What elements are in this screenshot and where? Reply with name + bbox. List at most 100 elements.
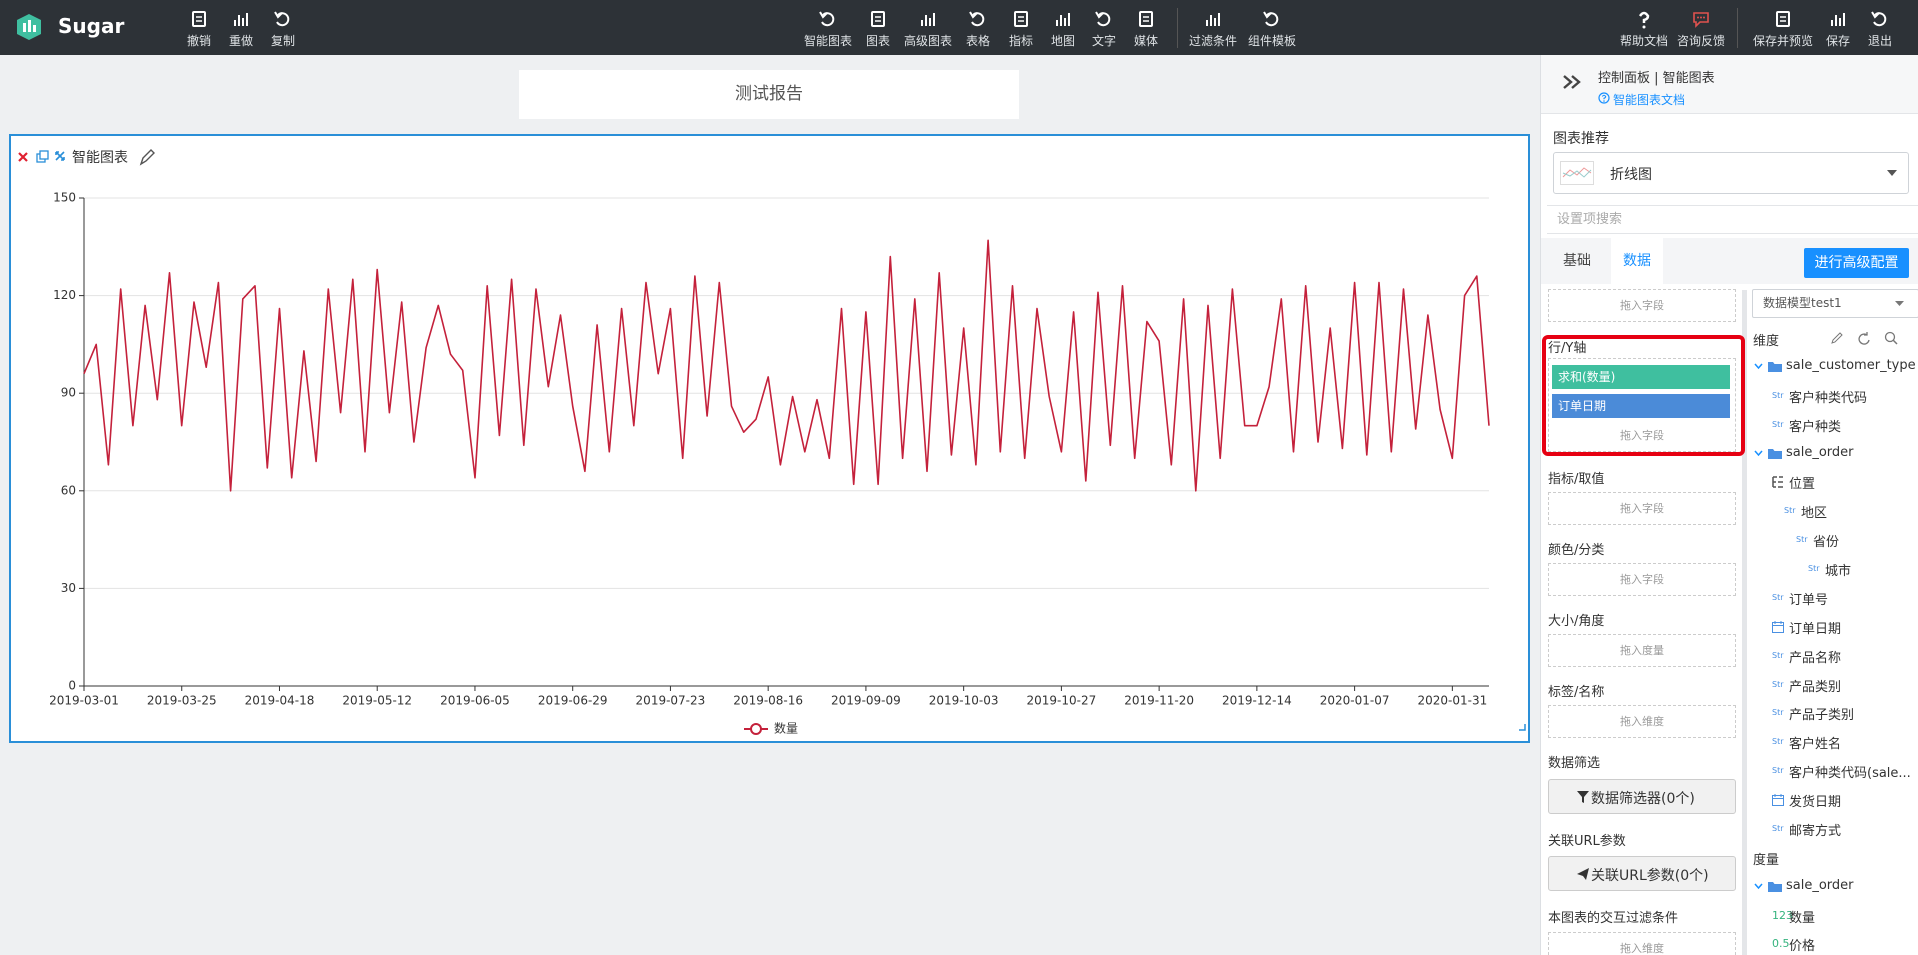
x-tick-label: 2019-11-20 [1124, 694, 1194, 708]
toolbar-label[interactable]: 复制 [270, 34, 295, 48]
tree-group[interactable]: sale_order [1786, 877, 1854, 893]
folder-icon [1768, 881, 1782, 892]
tree-field[interactable]: 订单日期 [1789, 621, 1842, 637]
toolbar-label[interactable]: 过滤条件 [1188, 34, 1237, 48]
tree-field[interactable]: 省份 [1813, 535, 1840, 551]
tree-field[interactable]: 产品子类别 [1789, 708, 1855, 724]
tree-field[interactable]: 客户种类代码(sale... [1789, 766, 1911, 782]
type-tag: 123 [1772, 908, 1793, 922]
search-input[interactable]: 设置项搜索 [1547, 205, 1918, 234]
tree-field[interactable]: 地区 [1801, 506, 1828, 522]
slot-label: 大小/角度 [1548, 614, 1605, 629]
toolbar-icon[interactable] [1203, 9, 1223, 29]
tree-field[interactable]: 价格 [1789, 939, 1816, 955]
tree-field[interactable]: 客户种类代码 [1789, 390, 1868, 406]
chart-widget[interactable]: 智能图表 0 30 60 90 120 150 2019-03-01 2019-03-25 20… [9, 134, 1530, 743]
tree-field[interactable]: 发货日期 [1789, 795, 1842, 811]
toolbar-label[interactable]: 智能图表 [803, 34, 852, 48]
toolbar-icon[interactable] [918, 9, 938, 29]
tab[interactable]: 基础 [1563, 253, 1591, 269]
series-line [83, 239, 1490, 492]
toolbar-icon[interactable] [1136, 9, 1156, 29]
tree-arrow[interactable] [1754, 363, 1763, 370]
toolbar-label[interactable]: 重做 [228, 34, 253, 48]
toolbar-icon[interactable] [1870, 9, 1890, 29]
toolbar-icon[interactable] [1011, 9, 1031, 29]
slot-label: 行/Y轴 [1548, 341, 1587, 356]
slot-label: 颜色/分类 [1548, 543, 1605, 558]
tree-group[interactable]: sale_customer_type [1786, 358, 1916, 373]
toolbar-icon[interactable] [1053, 9, 1073, 29]
logo-icon [17, 14, 41, 40]
toolbar-icon[interactable] [968, 9, 988, 29]
field-pill[interactable]: 求和(数量) [1552, 365, 1730, 389]
toolbar-icon[interactable] [818, 9, 838, 29]
toolbar-icon[interactable] [868, 9, 888, 29]
close-icon[interactable] [18, 152, 28, 162]
toolbar-label[interactable]: 保存 [1825, 34, 1850, 48]
resize-handle[interactable] [1519, 724, 1526, 731]
expand-icon[interactable] [55, 151, 65, 161]
chart-type-select[interactable]: 折线图 [1553, 152, 1909, 194]
report-title[interactable]: 测试报告 [519, 70, 1019, 119]
collapse-icon[interactable] [1561, 73, 1583, 91]
toolbar-icon[interactable] [1634, 9, 1654, 29]
toolbar-label[interactable]: 帮助文档 [1619, 34, 1668, 48]
doc-link[interactable]: 智能图表文档 [1613, 93, 1686, 107]
tree-field[interactable]: 数量 [1789, 910, 1816, 926]
edit-icon[interactable] [139, 149, 155, 166]
tree-field[interactable]: 产品名称 [1789, 650, 1842, 666]
tree-group[interactable]: sale_order [1786, 444, 1854, 460]
caret [1895, 301, 1904, 306]
toolbar-icon[interactable] [1094, 9, 1114, 29]
x-tick-label: 2019-06-05 [440, 694, 510, 708]
toolbar-label[interactable]: 退出 [1867, 34, 1892, 48]
x-tick-label: 2019-12-14 [1222, 694, 1292, 708]
toolbar-label[interactable]: 咨询反馈 [1676, 34, 1725, 48]
tree-field[interactable]: 产品类别 [1789, 679, 1842, 695]
drop-zone [1548, 358, 1736, 452]
tree-field[interactable]: 位置 [1789, 477, 1816, 493]
tree-field[interactable]: 客户姓名 [1789, 737, 1842, 753]
widget-title: 智能图表 [72, 150, 128, 166]
toolbar-icon[interactable] [1773, 9, 1793, 29]
tab[interactable]: 数据 [1611, 238, 1663, 284]
highlight-box [1542, 335, 1745, 456]
panel-button[interactable]: 数据筛选器(0个) [1548, 779, 1736, 814]
toolbar-label[interactable]: 保存并预览 [1752, 34, 1813, 48]
tree-field[interactable]: 邮寄方式 [1789, 823, 1842, 839]
toolbar-label[interactable]: 高级图表 [903, 34, 952, 48]
y-tick-label: 90 [61, 386, 76, 400]
toolbar-label[interactable]: 指标 [1008, 34, 1033, 48]
toolbar-icon[interactable] [273, 9, 293, 29]
x-tick-label: 2019-04-18 [245, 694, 315, 708]
drop-zone: 拖入维度 [1548, 705, 1736, 738]
folder-icon [1768, 448, 1782, 459]
drop-zone: 拖入字段 [1548, 492, 1736, 525]
toolbar-label[interactable]: 地图 [1050, 34, 1075, 48]
toolbar-label[interactable]: 图表 [865, 34, 890, 48]
toolbar-label[interactable]: 媒体 [1133, 34, 1158, 48]
legend-label: 数量 [774, 721, 798, 736]
toolbar-label[interactable]: 文字 [1091, 34, 1116, 48]
x-tick-label: 2019-03-25 [147, 694, 217, 708]
type-tag: Str [1772, 708, 1784, 718]
field-pill[interactable]: 订单日期 [1552, 394, 1730, 418]
panel-button[interactable]: 关联URL参数(0个) [1548, 856, 1736, 891]
toolbar-icon[interactable] [1828, 9, 1848, 29]
toolbar-label[interactable]: 组件模板 [1247, 34, 1296, 48]
toolbar-icon[interactable] [1262, 9, 1282, 29]
toolbar-icon[interactable] [231, 9, 251, 29]
tree-arrow[interactable] [1754, 450, 1763, 457]
toolbar-label[interactable]: 撤销 [186, 34, 211, 48]
toolbar-icon[interactable] [1691, 9, 1711, 29]
tree-field[interactable]: 订单号 [1789, 592, 1829, 608]
toolbar-label[interactable]: 表格 [965, 34, 990, 48]
tree-field[interactable]: 城市 [1825, 564, 1852, 580]
tree-field[interactable]: 客户种类 [1789, 419, 1842, 435]
tree-tools[interactable] [1830, 331, 1905, 345]
toolbar-icon[interactable] [189, 9, 209, 29]
advanced-config-button[interactable]: 进行高级配置 [1804, 248, 1909, 278]
tree-arrow[interactable] [1754, 883, 1763, 890]
dataset-select[interactable]: 数据模型test1 [1752, 289, 1918, 318]
